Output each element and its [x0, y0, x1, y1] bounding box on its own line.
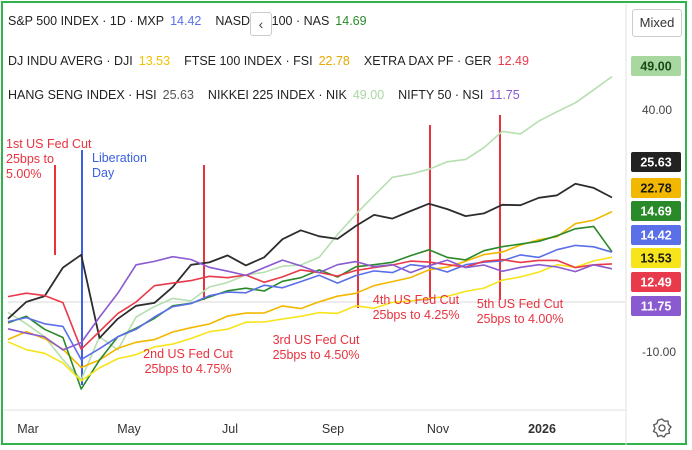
- legend-label: FTSE 100 INDEX · FSI: [184, 54, 313, 68]
- legend-value: 22.78: [318, 54, 350, 68]
- legend-value: 12.49: [497, 54, 529, 68]
- legend-item[interactable]: XETRA DAX PF · GER 12.49: [364, 54, 529, 68]
- legend-label: NIFTY 50 · NSI: [398, 88, 484, 102]
- legend-item[interactable]: FTSE 100 INDEX · FSI 22.78: [184, 54, 350, 68]
- legend-item[interactable]: S&P 500 INDEX · 1D · MXP 14.42: [8, 14, 201, 28]
- collapse-legend-button[interactable]: ‹: [250, 12, 272, 36]
- gear-icon[interactable]: [652, 418, 672, 438]
- scale-mode-dropdown[interactable]: Mixed: [632, 9, 682, 37]
- legend-row-1: S&P 500 INDEX · 1D · MXP 14.42 NASDAQ 100 …: [8, 14, 381, 28]
- legend-label: S&P 500 INDEX · 1D · MXP: [8, 14, 165, 28]
- legend-row-3: HANG SENG INDEX · HSI 25.63 NIKKEI 225 IND…: [8, 88, 534, 102]
- legend-value: 11.75: [489, 88, 520, 102]
- legend-item[interactable]: NASDAQ 100 · NAS 14.69: [215, 14, 366, 28]
- legend-item[interactable]: DJ INDU AVERG · DJI 13.53: [8, 54, 170, 68]
- legend-row-2: DJ INDU AVERG · DJI 13.53 FTSE 100 INDEX ·…: [8, 54, 543, 68]
- legend-label: DJ INDU AVERG · DJI: [8, 54, 133, 68]
- legend-value: 25.63: [162, 88, 194, 102]
- legend-label: NASDAQ 100 · NAS: [215, 14, 330, 28]
- legend-value: 13.53: [138, 54, 171, 68]
- legend-item[interactable]: NIKKEI 225 INDEX · NIK 49.00: [208, 88, 384, 102]
- legend-label: HANG SENG INDEX · HSI: [8, 88, 157, 102]
- legend-value: 14.69: [335, 14, 367, 28]
- legend-value: 49.00: [352, 88, 385, 102]
- legend-item[interactable]: NIFTY 50 · NSI 11.75: [398, 88, 520, 102]
- legend-label: XETRA DAX PF · GER: [363, 54, 492, 68]
- legend-value: 14.42: [170, 14, 202, 28]
- legend-label: NIKKEI 225 INDEX · NIK: [207, 88, 347, 102]
- legend-item[interactable]: HANG SENG INDEX · HSI 25.63: [8, 88, 194, 102]
